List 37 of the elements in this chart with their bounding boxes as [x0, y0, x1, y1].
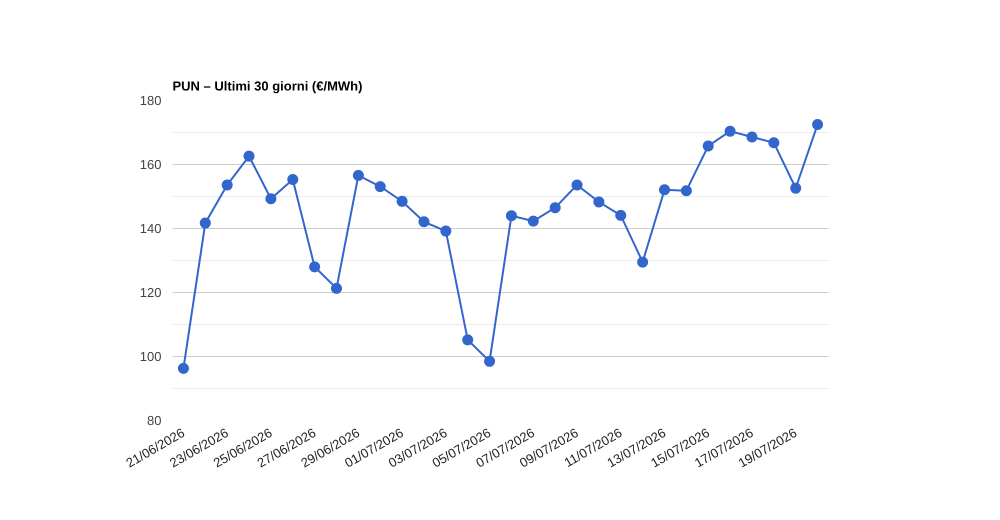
y-tick-label: 80: [147, 413, 162, 428]
point: [528, 216, 539, 227]
point: [418, 216, 430, 228]
point: [812, 119, 824, 130]
point: [506, 210, 517, 222]
y-tick-label: 140: [140, 221, 162, 236]
point: [374, 181, 386, 192]
y-tick-label: 180: [140, 93, 162, 108]
point: [244, 150, 255, 162]
point: [440, 226, 452, 237]
point: [309, 261, 320, 272]
point: [680, 185, 692, 196]
point: [746, 131, 758, 142]
chart-title: PUN – Ultimi 30 giorni (€/MWh): [172, 78, 362, 94]
point: [222, 179, 233, 190]
y-tick-label: 100: [140, 349, 162, 364]
point: [265, 193, 276, 204]
point: [659, 184, 670, 196]
point: [287, 174, 298, 186]
point: [178, 362, 189, 374]
point: [702, 140, 714, 152]
point: [462, 334, 474, 346]
point: [484, 356, 496, 367]
point: [352, 170, 364, 181]
point: [593, 196, 604, 208]
y-tick-label: 120: [140, 285, 162, 300]
point: [768, 137, 780, 148]
point: [724, 126, 736, 137]
point: [550, 202, 561, 214]
y-tick-label: 160: [140, 157, 162, 172]
point: [790, 182, 802, 194]
point: [637, 256, 648, 268]
point: [572, 179, 583, 190]
point: [200, 218, 211, 229]
point: [396, 196, 408, 207]
point: [615, 210, 626, 221]
point: [331, 282, 342, 294]
